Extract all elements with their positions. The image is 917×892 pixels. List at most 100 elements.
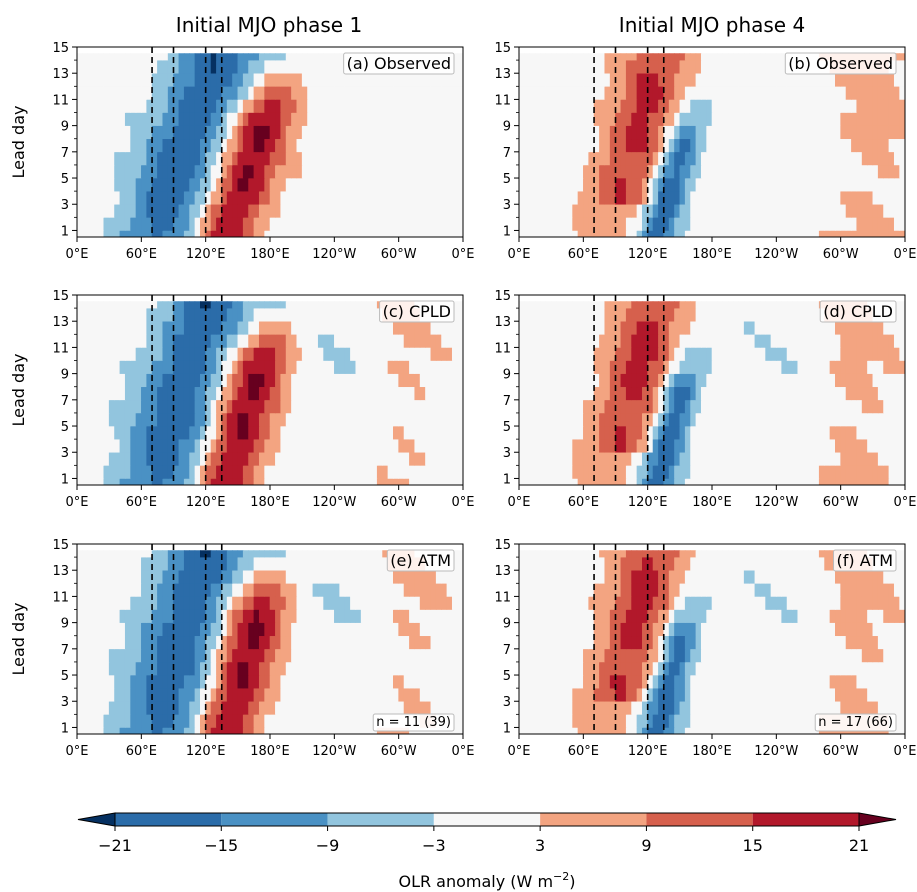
- field-cell: [583, 412, 589, 427]
- field-cell: [663, 347, 670, 361]
- field-cell: [545, 307, 552, 322]
- field-cell: [162, 661, 169, 676]
- field-cell: [409, 373, 416, 388]
- field-cell: [146, 360, 153, 374]
- field-cell: [888, 164, 895, 179]
- field-cell: [588, 164, 595, 179]
- field-cell: [451, 190, 458, 205]
- field-cell: [119, 373, 126, 388]
- field-cell: [802, 478, 809, 485]
- field-cell: [98, 412, 105, 427]
- field-cell: [722, 203, 729, 218]
- field-cell: [577, 347, 584, 361]
- field-cell: [765, 360, 772, 374]
- field-cell: [572, 438, 579, 453]
- field-cell: [141, 425, 147, 440]
- field-cell: [583, 203, 589, 218]
- field-cell: [414, 72, 421, 87]
- field-cell: [280, 438, 287, 453]
- field-cell: [189, 59, 196, 74]
- field-cell: [221, 399, 228, 414]
- field-cell: [722, 99, 729, 113]
- field-cell: [371, 438, 378, 453]
- field-cell: [642, 360, 648, 374]
- field-cell: [631, 164, 638, 179]
- field-cell: [146, 138, 153, 153]
- field-cell: [899, 138, 905, 153]
- field-cell: [328, 112, 335, 126]
- field-cell: [409, 386, 416, 401]
- field-cell: [312, 307, 319, 322]
- field-cell: [615, 164, 622, 179]
- field-cell: [323, 347, 330, 361]
- field-cell: [167, 177, 174, 192]
- field-cell: [727, 138, 734, 153]
- field-cell: [668, 425, 675, 440]
- field-cell: [291, 53, 298, 61]
- field-cell: [280, 53, 287, 61]
- field-cell: [770, 151, 777, 166]
- field-cell: [851, 190, 858, 205]
- field-cell: [344, 714, 351, 728]
- field-cell: [146, 674, 153, 689]
- field-cell: [103, 334, 110, 348]
- field-cell: [808, 451, 815, 466]
- field-cell: [221, 307, 228, 322]
- field-cell: [269, 412, 276, 427]
- field-cell: [350, 425, 357, 440]
- field-cell: [269, 177, 276, 192]
- field-cell: [425, 373, 432, 388]
- field-cell: [556, 230, 563, 237]
- field-cell: [291, 674, 298, 689]
- field-cell: [446, 386, 453, 401]
- field-cell: [189, 99, 196, 113]
- field-cell: [883, 164, 890, 179]
- field-cell: [684, 373, 691, 388]
- field-cell: [668, 301, 675, 309]
- field-cell: [334, 648, 340, 663]
- field-cell: [786, 478, 793, 485]
- field-cell: [387, 674, 394, 689]
- field-cell: [205, 190, 212, 205]
- field-cell: [636, 177, 643, 192]
- field-cell: [529, 465, 536, 479]
- field-cell: [205, 230, 212, 237]
- field-cell: [323, 138, 330, 153]
- y-tick-label: 5: [61, 172, 69, 187]
- field-cell: [285, 360, 292, 374]
- field-cell: [226, 373, 233, 388]
- field-cell: [98, 230, 105, 237]
- field-cell: [872, 347, 879, 361]
- field-cell: [135, 687, 142, 702]
- field-cell: [398, 164, 405, 179]
- field-cell: [615, 465, 622, 479]
- field-cell: [409, 151, 416, 166]
- field-cell: [722, 217, 729, 231]
- field-cell: [717, 301, 724, 309]
- field-cell: [534, 451, 541, 466]
- field-cell: [733, 72, 740, 87]
- field-cell: [733, 320, 740, 335]
- field-cell: [647, 112, 654, 126]
- field-cell: [711, 301, 718, 309]
- field-cell: [776, 451, 782, 466]
- field-cell: [556, 399, 563, 414]
- field-cell: [92, 301, 99, 309]
- field-cell: [441, 217, 448, 231]
- field-cell: [636, 320, 643, 335]
- field-cell: [561, 347, 568, 361]
- field-cell: [98, 700, 105, 715]
- field-cell: [344, 727, 351, 734]
- field-cell: [684, 301, 691, 309]
- field-cell: [561, 307, 568, 322]
- field-cell: [706, 203, 713, 218]
- field-cell: [802, 151, 809, 166]
- field-cell: [663, 138, 670, 153]
- field-cell: [398, 99, 405, 113]
- field-cell: [366, 399, 373, 414]
- field-cell: [307, 661, 314, 676]
- field-cell: [296, 373, 303, 388]
- field-cell: [781, 320, 788, 335]
- field-cell: [387, 412, 394, 427]
- field-cell: [770, 307, 777, 322]
